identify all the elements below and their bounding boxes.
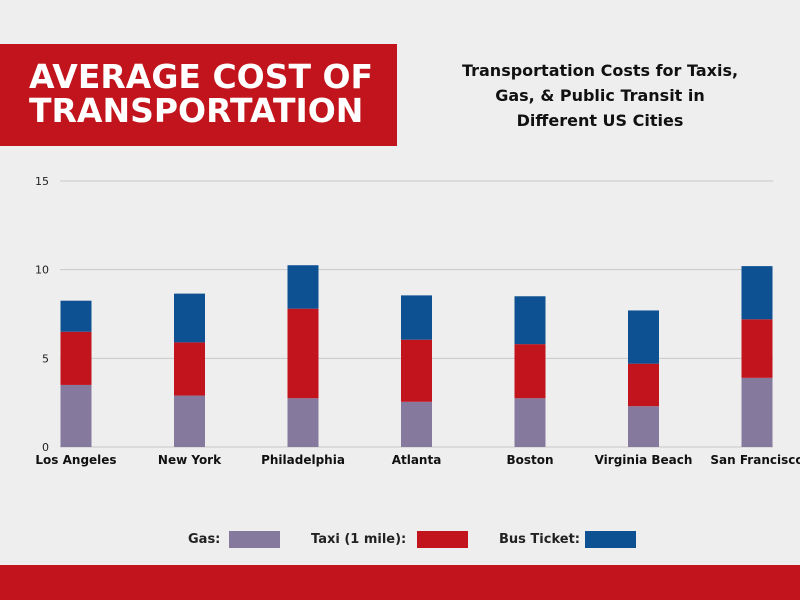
page-title-line-1: AVERAGE COST OF	[29, 57, 374, 96]
legend-label-taxi: Taxi (1 mile):	[311, 532, 407, 547]
chart-subtitle: Transportation Costs for Taxis, Gas, & P…	[420, 58, 780, 133]
subtitle-line-1: Transportation Costs for Taxis,	[461, 61, 739, 80]
bar-segment-san-francisco-0	[741, 377, 773, 447]
x-tick-label: San Francisco	[710, 453, 800, 467]
x-tick-label: Virginia Beach	[595, 453, 693, 467]
legend-swatch-gas	[229, 531, 280, 548]
bar-segment-los-angeles-0	[60, 384, 92, 447]
bar-segment-virginia-beach-1	[628, 363, 659, 407]
bar-segment-san-francisco-1	[741, 319, 773, 378]
legend-label-bus: Bus Ticket:	[499, 532, 580, 547]
subtitle-line-3: Different US Cities	[516, 111, 684, 130]
bar-segment-los-angeles-2	[60, 300, 92, 332]
bar-segment-los-angeles-1	[60, 331, 92, 385]
x-tick-label: Philadelphia	[261, 453, 345, 467]
stacked-bar-chart: 0 5 10 15 Los Angeles New York Philadelphia Atl…	[35, 175, 800, 467]
page-title-line-2: TRANSPORTATION	[29, 91, 364, 130]
bar-segment-virginia-beach-0	[628, 406, 659, 447]
bar-segment-philadelphia-2	[287, 265, 319, 309]
bar-segment-atlanta-0	[401, 401, 432, 447]
x-tick-label: Boston	[506, 453, 553, 467]
bar-segment-philadelphia-0	[287, 398, 319, 447]
y-tick-label-15: 15	[35, 175, 49, 188]
bar-segment-virginia-beach-2	[628, 310, 659, 364]
legend-swatch-taxi	[417, 531, 468, 548]
subtitle-line-2: Gas, & Public Transit in	[495, 86, 705, 105]
legend-swatch-bus	[585, 531, 636, 548]
bar-segment-new-york-1	[174, 342, 205, 396]
bar-segment-boston-0	[514, 398, 546, 447]
bar-segment-atlanta-2	[401, 295, 432, 340]
footer-bar	[0, 565, 800, 600]
y-tick-label-10: 10	[35, 264, 49, 277]
x-tick-label: New York	[158, 453, 222, 467]
title-banner: AVERAGE COST OF TRANSPORTATION	[0, 44, 397, 146]
legend-label-gas: Gas:	[188, 532, 221, 547]
bar-segment-atlanta-1	[401, 339, 432, 402]
x-tick-label: Los Angeles	[35, 453, 116, 467]
bar-segment-boston-2	[514, 296, 546, 345]
bar-segment-boston-1	[514, 344, 546, 399]
bar-segment-san-francisco-2	[741, 266, 773, 320]
bar-segment-new-york-2	[174, 293, 205, 343]
y-tick-label-0: 0	[42, 441, 49, 454]
y-tick-label-5: 5	[42, 352, 49, 365]
bar-segment-new-york-0	[174, 395, 205, 447]
chart-legend: Gas: Taxi (1 mile): Bus Ticket:	[0, 530, 800, 550]
x-tick-label: Atlanta	[392, 453, 442, 467]
bar-segment-philadelphia-1	[287, 308, 319, 399]
